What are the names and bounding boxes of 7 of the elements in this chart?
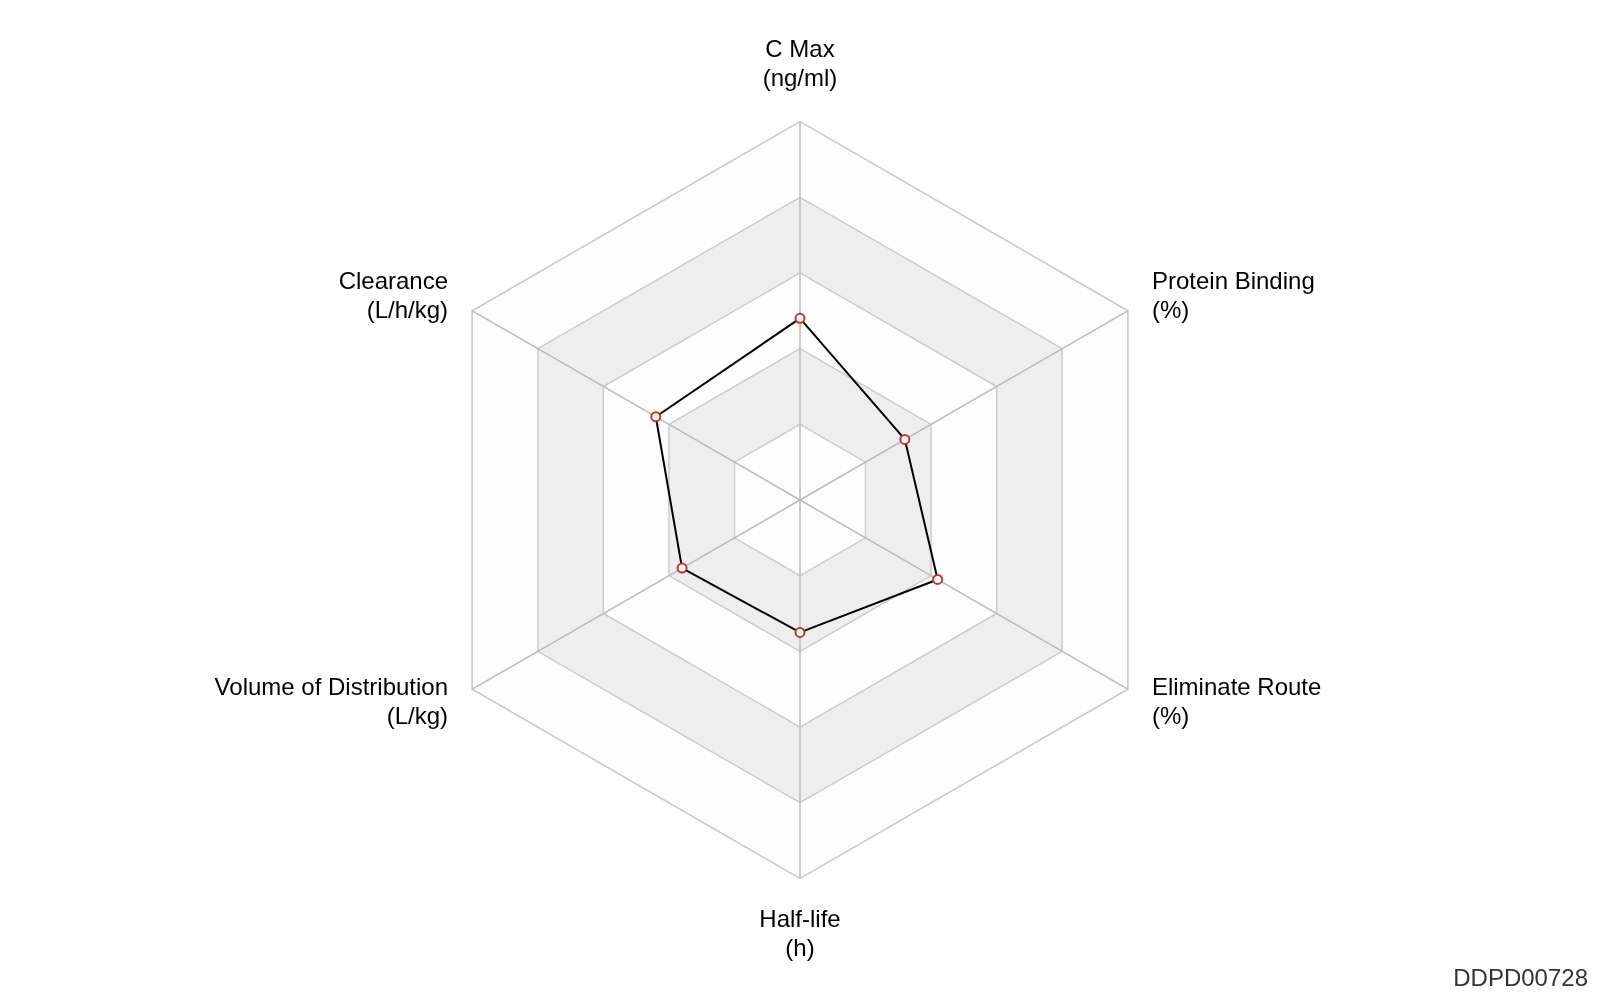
spoke-label: Half-life (h) (759, 905, 841, 962)
spoke-label: Clearance (L/h/kg) (338, 267, 449, 323)
spoke-label: C Max (ng/ml) (762, 35, 838, 91)
spoke-label: Volume of Distribution (L/kg) (214, 673, 449, 730)
text: DDPD00728 (1453, 964, 1588, 991)
spoke-label: Eliminate Route (%) (1151, 673, 1322, 730)
spoke-label: Protein Binding (%) (1151, 267, 1315, 323)
